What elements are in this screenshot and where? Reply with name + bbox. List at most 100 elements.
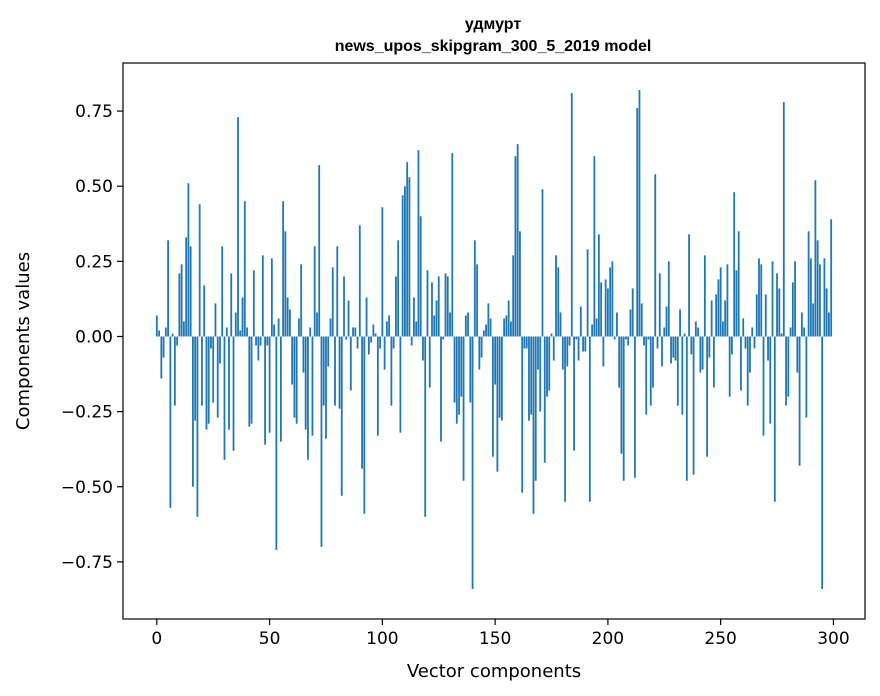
bar	[467, 312, 469, 337]
bar	[426, 270, 429, 337]
bar	[787, 336, 790, 397]
bar	[338, 336, 341, 409]
x-tick-label: 0	[151, 629, 162, 649]
bar	[365, 297, 368, 337]
bar	[575, 336, 578, 340]
bar	[318, 165, 321, 337]
bar	[225, 327, 228, 337]
bar	[203, 285, 206, 337]
bar	[593, 156, 596, 337]
bar	[800, 312, 803, 337]
bar	[167, 240, 169, 337]
bar	[173, 336, 176, 406]
bar	[740, 336, 742, 391]
bar	[264, 336, 266, 445]
bar	[640, 303, 643, 337]
bar	[194, 336, 197, 421]
bar	[198, 204, 201, 337]
bar	[564, 336, 566, 502]
bar	[340, 336, 343, 496]
y-tick-label: 0.75	[75, 102, 113, 122]
bar	[525, 336, 528, 349]
bar	[780, 333, 783, 337]
x-axis-ticks: 0 50 100 150 200 250 300	[151, 619, 850, 649]
bar	[345, 336, 348, 340]
bar	[449, 312, 451, 337]
bar	[239, 330, 242, 337]
bar	[437, 276, 440, 337]
bar	[223, 336, 226, 460]
bar	[830, 219, 833, 337]
bar	[489, 318, 492, 337]
bar	[519, 231, 521, 337]
bar	[812, 303, 815, 337]
bar	[230, 273, 233, 337]
bar	[428, 336, 431, 388]
plot-frame	[122, 62, 866, 620]
bar	[825, 288, 828, 337]
bar	[670, 336, 672, 364]
bar	[712, 336, 715, 388]
bar	[683, 333, 686, 337]
bar	[631, 288, 634, 337]
bar	[252, 270, 255, 337]
bar	[764, 294, 767, 337]
bar	[570, 93, 573, 337]
bar	[431, 282, 433, 337]
bar	[591, 324, 593, 337]
bar	[828, 312, 830, 337]
bar	[665, 306, 668, 337]
bar	[656, 336, 659, 349]
bar	[358, 225, 361, 337]
bar	[210, 336, 212, 349]
bar	[776, 273, 778, 337]
bar	[401, 195, 404, 337]
bar	[658, 273, 661, 337]
bar	[307, 336, 309, 460]
bar	[582, 336, 584, 352]
bar	[539, 336, 542, 412]
bar	[782, 102, 785, 337]
bar	[751, 327, 754, 337]
bar	[176, 336, 179, 346]
bar	[424, 336, 427, 517]
bar	[444, 273, 447, 337]
bar	[516, 144, 519, 337]
bar	[367, 336, 370, 355]
bar	[446, 276, 449, 337]
bar	[343, 276, 345, 337]
bar	[735, 270, 738, 337]
bar	[162, 336, 165, 358]
bar	[331, 267, 334, 337]
bar	[352, 327, 354, 337]
bar	[363, 336, 366, 514]
bar	[609, 267, 612, 337]
bar	[717, 279, 720, 337]
bar	[604, 279, 607, 337]
bar	[228, 336, 230, 430]
bar	[216, 336, 219, 418]
bar	[248, 336, 251, 427]
bar	[762, 336, 765, 436]
bar	[291, 336, 294, 385]
bar	[679, 309, 681, 337]
bar	[482, 330, 485, 337]
bar	[471, 336, 474, 589]
bar	[192, 336, 194, 487]
bar-series	[155, 90, 833, 589]
chart-title: удмурт	[465, 16, 522, 33]
bar	[185, 237, 188, 337]
bar	[507, 300, 510, 337]
bar	[246, 327, 248, 337]
bar	[399, 336, 402, 433]
bar	[282, 201, 285, 337]
bar	[778, 288, 781, 337]
x-tick-label: 100	[366, 629, 398, 649]
bar	[512, 255, 515, 337]
bar	[221, 246, 224, 337]
bar	[561, 336, 564, 370]
bar	[760, 264, 763, 337]
bar	[255, 336, 257, 346]
bar	[672, 336, 675, 358]
bar	[818, 264, 821, 337]
